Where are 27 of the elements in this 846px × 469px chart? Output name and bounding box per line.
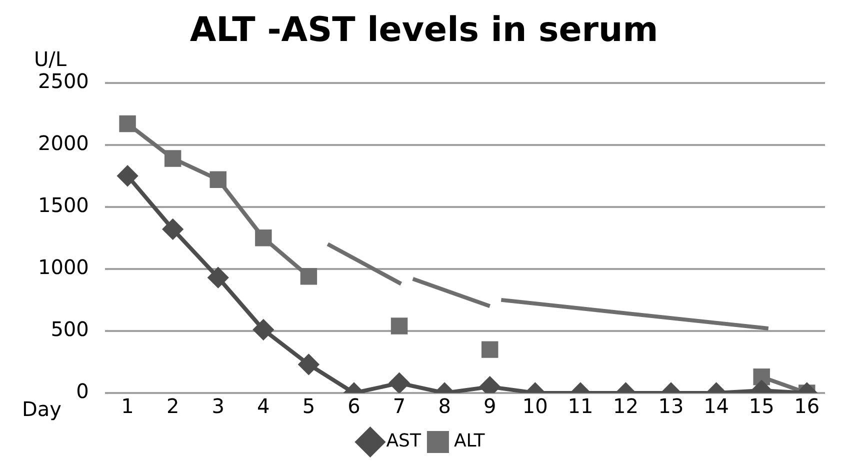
- x-tick-label: 11: [568, 394, 594, 418]
- x-tick-label: 9: [483, 394, 496, 418]
- legend-label: AST: [386, 430, 422, 452]
- x-tick-label: 13: [658, 394, 684, 418]
- chart-title: ALT -AST levels in serum: [190, 10, 658, 50]
- x-tick-label: 10: [522, 394, 548, 418]
- y-axis-title: U/L: [34, 47, 68, 72]
- x-tick-label: 15: [748, 394, 774, 418]
- x-tick-label: 7: [392, 394, 406, 418]
- x-tick-label: 14: [704, 394, 730, 418]
- legend-label: ALT: [454, 430, 486, 452]
- x-tick-label: 4: [257, 394, 270, 418]
- x-tick-label: 8: [438, 394, 451, 418]
- x-tick-label: 3: [212, 394, 224, 418]
- y-tick-label: 1500: [38, 193, 89, 218]
- x-tick-label: 6: [348, 394, 360, 418]
- y-tick-label: 500: [50, 317, 89, 342]
- x-tick-label: 12: [613, 394, 638, 418]
- x-tick-label: 2: [166, 394, 180, 418]
- y-tick-label: 0: [76, 379, 89, 404]
- x-tick-label: 5: [302, 394, 316, 418]
- y-tick-label: 2000: [38, 131, 89, 156]
- y-tick-label: 1000: [38, 255, 89, 280]
- x-axis-title: Day: [22, 397, 62, 422]
- x-tick-label: 16: [794, 394, 820, 418]
- x-tick-label: 1: [121, 394, 134, 418]
- y-tick-label: 2500: [38, 69, 89, 94]
